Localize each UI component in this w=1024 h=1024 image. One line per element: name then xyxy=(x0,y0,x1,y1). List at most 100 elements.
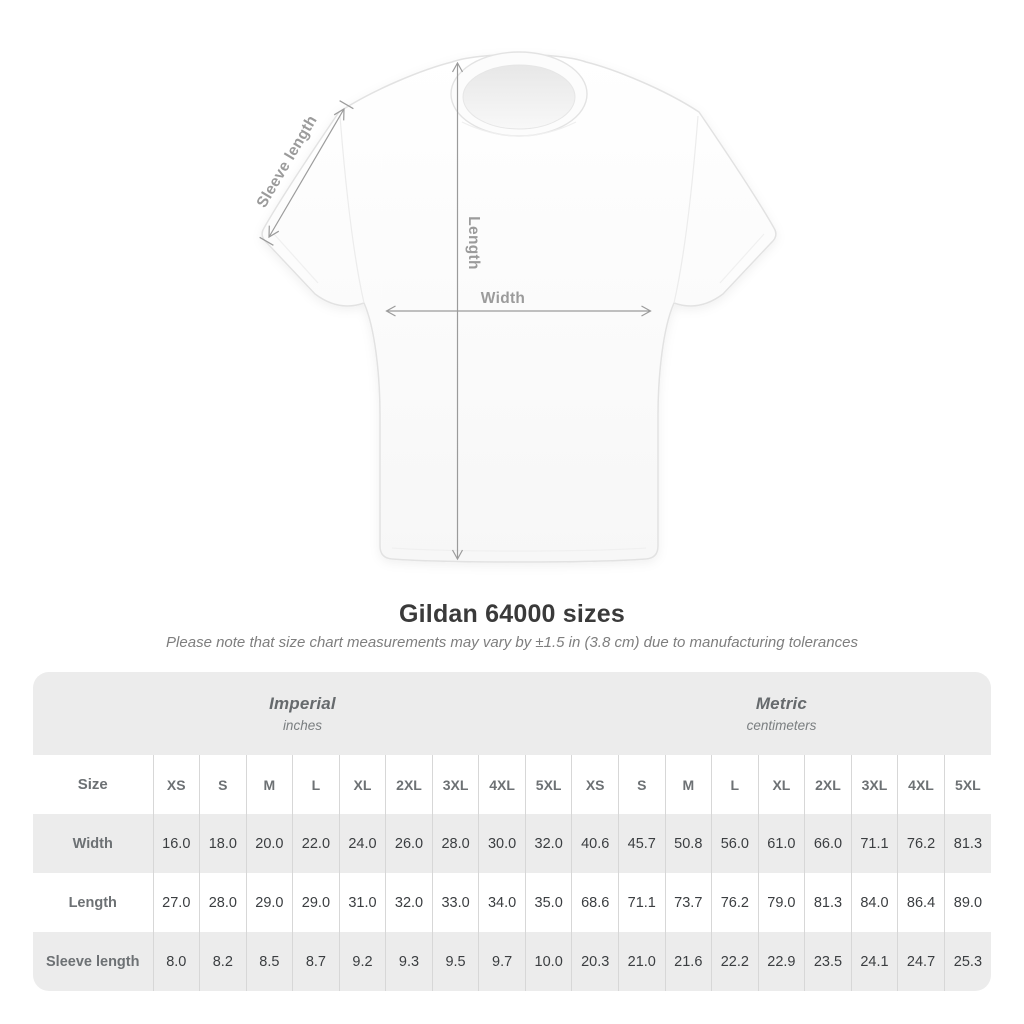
cell-sleeve-length-metric-3xl: 24.1 xyxy=(850,932,898,991)
size-header-row: Size XS S M L XL 2XL 3XL 4XL 5XL XS S M L XL 2XL 3XL 4XL… xyxy=(33,755,991,814)
cell-sleeve-length-metric-5xl: 25.3 xyxy=(943,932,991,991)
measurement-annotations xyxy=(259,61,652,561)
cell-length-imperial-2xl: 32.0 xyxy=(385,873,433,932)
table-row-sleeve-length: Sleeve length 8.0 8.2 8.5 8.7 9.2 9.3 9.5 9.7 10.… xyxy=(33,932,991,991)
tolerance-note: Please note that size chart measurements… xyxy=(166,634,858,651)
cell-length-imperial-xs: 27.0 xyxy=(152,873,200,932)
size-col-metric-4xl: 4XL xyxy=(897,755,945,814)
row-label-length: Length xyxy=(68,894,117,911)
metric-label: Metric xyxy=(755,694,808,713)
size-col-metric-l: L xyxy=(711,755,759,814)
cell-width-imperial-xs: 16.0 xyxy=(152,814,200,873)
collar-inner xyxy=(462,64,576,130)
size-col-imperial-2xl: 2XL xyxy=(385,755,433,814)
cell-sleeve-length-imperial-s: 8.2 xyxy=(199,932,247,991)
cell-length-metric-l: 76.2 xyxy=(711,873,759,932)
table-row-length: Length 27.0 28.0 29.0 29.0 31.0 32.0 33.0 34.0 35… xyxy=(33,873,991,932)
cell-length-metric-s: 71.1 xyxy=(617,873,666,932)
cell-sleeve-length-metric-xl: 22.9 xyxy=(757,932,805,991)
cell-length-metric-5xl: 89.0 xyxy=(943,873,991,932)
cell-sleeve-length-metric-l: 22.2 xyxy=(711,932,759,991)
cell-width-metric-5xl: 81.3 xyxy=(943,814,991,873)
size-table: Imperial inches Metric centimeters Size … xyxy=(33,672,991,991)
table-row-width: Width 16.0 18.0 20.0 22.0 24.0 26.0 28.0 30.0 32.… xyxy=(33,814,991,873)
cell-length-metric-m: 73.7 xyxy=(664,873,712,932)
cell-width-metric-l: 56.0 xyxy=(711,814,759,873)
metric-unit: centimeters xyxy=(746,718,817,733)
cell-length-metric-xl: 79.0 xyxy=(757,873,805,932)
right-sleeve-hem-stitch xyxy=(719,233,765,284)
row-label-sleeve-length: Sleeve length xyxy=(33,932,153,991)
cell-length-metric-2xl: 81.3 xyxy=(804,873,852,932)
width-label: Width xyxy=(481,290,525,307)
cell-length-imperial-l: 29.0 xyxy=(292,873,340,932)
unit-header-row: Imperial inches Metric centimeters xyxy=(33,672,991,755)
row-label-width: Width xyxy=(33,814,153,873)
cell-width-metric-m: 50.8 xyxy=(664,814,712,873)
sleeve-length-arrow xyxy=(259,100,354,246)
size-col-metric-xl: XL xyxy=(757,755,805,814)
cell-width-metric-2xl: 66.0 xyxy=(804,814,852,873)
tshirt-illustration xyxy=(261,51,777,563)
size-col-metric-5xl: 5XL xyxy=(943,755,991,814)
metric-header: Metric centimeters xyxy=(571,672,991,755)
size-col-imperial-5xl: 5XL xyxy=(524,755,572,814)
cell-width-imperial-s: 18.0 xyxy=(199,814,247,873)
size-col-imperial-s: S xyxy=(199,755,247,814)
cell-width-imperial-3xl: 28.0 xyxy=(431,814,479,873)
cell-sleeve-length-imperial-5xl: 10.0 xyxy=(524,932,572,991)
cell-sleeve-length-imperial-3xl: 9.5 xyxy=(431,932,479,991)
cell-width-metric-4xl: 76.2 xyxy=(897,814,945,873)
cell-width-imperial-xl: 24.0 xyxy=(338,814,386,873)
cell-length-metric-4xl: 86.4 xyxy=(897,873,945,932)
tshirt-diagram: Length Width Sleeve length xyxy=(254,51,777,563)
cell-sleeve-length-imperial-l: 8.7 xyxy=(292,932,340,991)
size-col-metric-m: M xyxy=(664,755,712,814)
cell-sleeve-length-metric-4xl: 24.7 xyxy=(897,932,945,991)
hem-stitch xyxy=(391,547,647,552)
size-col-imperial-xs: XS xyxy=(152,755,200,814)
cell-length-imperial-3xl: 33.0 xyxy=(431,873,479,932)
cell-width-imperial-2xl: 26.0 xyxy=(385,814,433,873)
cell-sleeve-length-imperial-m: 8.5 xyxy=(245,932,293,991)
imperial-header: Imperial inches xyxy=(33,672,572,755)
cell-sleeve-length-imperial-4xl: 9.7 xyxy=(478,932,526,991)
size-col-metric-xs: XS xyxy=(571,755,619,814)
collar-stitch xyxy=(461,121,577,137)
right-sleeve-seam xyxy=(673,115,699,304)
size-table-grid: Imperial inches Metric centimeters Size … xyxy=(33,672,991,991)
cell-width-imperial-m: 20.0 xyxy=(245,814,293,873)
cell-length-imperial-s: 28.0 xyxy=(199,873,247,932)
cell-length-imperial-5xl: 35.0 xyxy=(524,873,572,932)
cell-length-metric-xs: 68.6 xyxy=(571,873,619,932)
cell-width-imperial-5xl: 32.0 xyxy=(524,814,572,873)
size-col-imperial-m: M xyxy=(245,755,293,814)
cell-sleeve-length-imperial-2xl: 9.3 xyxy=(385,932,433,991)
cell-width-imperial-l: 22.0 xyxy=(292,814,340,873)
size-col-metric-2xl: 2XL xyxy=(804,755,852,814)
tshirt-body xyxy=(261,53,777,563)
size-column-header: Size xyxy=(33,755,153,814)
cell-sleeve-length-metric-2xl: 23.5 xyxy=(804,932,852,991)
length-label: Length xyxy=(465,216,482,269)
size-table-body: Width 16.0 18.0 20.0 22.0 24.0 26.0 28.0 30.0 32.… xyxy=(33,814,991,991)
cell-sleeve-length-metric-s: 21.0 xyxy=(617,932,666,991)
cell-width-metric-xs: 40.6 xyxy=(571,814,619,873)
cell-width-metric-s: 45.7 xyxy=(617,814,666,873)
cell-length-imperial-4xl: 34.0 xyxy=(478,873,526,932)
cell-width-imperial-4xl: 30.0 xyxy=(478,814,526,873)
left-sleeve-seam xyxy=(339,115,365,304)
cell-sleeve-length-imperial-xs: 8.0 xyxy=(152,932,200,991)
size-col-metric-3xl: 3XL xyxy=(850,755,898,814)
size-col-metric-s: S xyxy=(617,755,666,814)
size-col-imperial-xl: XL xyxy=(338,755,386,814)
cell-width-metric-3xl: 71.1 xyxy=(850,814,898,873)
size-col-imperial-l: L xyxy=(292,755,340,814)
cell-sleeve-length-metric-m: 21.6 xyxy=(664,932,712,991)
imperial-label: Imperial xyxy=(269,694,336,713)
left-sleeve-hem-stitch xyxy=(273,233,319,284)
cell-length-imperial-m: 29.0 xyxy=(245,873,293,932)
cell-length-metric-3xl: 84.0 xyxy=(850,873,898,932)
imperial-unit: inches xyxy=(282,718,322,733)
